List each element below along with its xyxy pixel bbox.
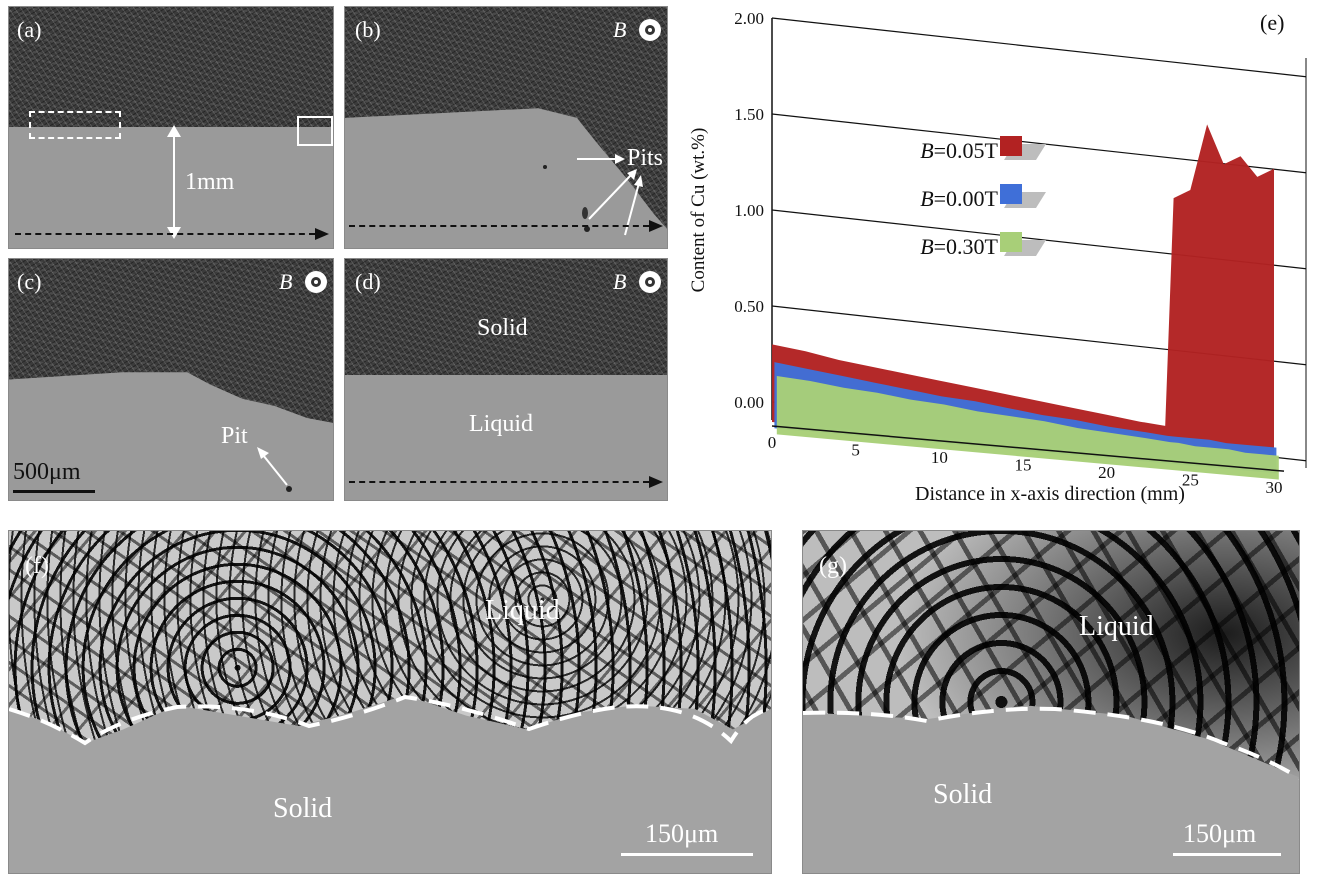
- field-label: B: [613, 269, 627, 294]
- x-tick-label: 10: [931, 448, 948, 467]
- scan-arrow-icon: [315, 228, 329, 240]
- x-axis: [771, 425, 1285, 472]
- y-tick-label: 2.00: [734, 9, 764, 28]
- x-tick-label: 5: [851, 441, 860, 460]
- scan-line: [349, 481, 649, 483]
- y-tick-label: 0.00: [734, 393, 764, 412]
- scan-line: [15, 233, 315, 235]
- series-area-2: [776, 376, 1279, 480]
- solid-label: Solid: [933, 779, 993, 810]
- scale-bar-label: 500μm: [13, 459, 81, 485]
- legend-swatch-2: [1000, 232, 1022, 252]
- pit-arrow: [257, 447, 292, 492]
- panel-label: (d): [355, 269, 381, 294]
- scan-arrow-icon: [649, 476, 663, 488]
- legend-label-0: B=0.05T: [920, 138, 998, 163]
- legend-label-1: B=0.00T: [920, 186, 998, 211]
- liquid-region: [345, 375, 667, 500]
- cu-content-chart: 0.00 0.50 1.00 1.50 2.00 0 5 10 15 20 25 30 Content …: [688, 9, 1307, 505]
- field-label: B: [613, 17, 627, 42]
- scale-bar-label: 150μm: [645, 819, 719, 848]
- series-area-0: [772, 124, 1274, 468]
- field-label: B: [279, 269, 293, 294]
- dimension-label: 1mm: [185, 169, 235, 195]
- solid-label: Solid: [273, 793, 333, 824]
- panel-label: (g): [819, 553, 847, 579]
- scale-bar-label: 150μm: [1183, 819, 1257, 848]
- x-tick-label: 20: [1098, 463, 1115, 482]
- x-axis-label: Distance in x-axis direction (mm): [915, 483, 1185, 505]
- panel-label: (c): [17, 269, 42, 294]
- panel-label: (e): [1260, 10, 1284, 35]
- scale-bar: [621, 853, 753, 856]
- pit-arrows: [543, 154, 643, 236]
- scan-line: [349, 225, 649, 227]
- legend-swatch-0: [1000, 136, 1022, 156]
- field-out-of-plane-icon: [305, 271, 327, 293]
- scale-bar: [13, 490, 95, 493]
- panel-d: (d) B Solid Liquid: [344, 258, 668, 501]
- dashed-selection-box: [29, 111, 121, 139]
- scale-bar: [1173, 853, 1281, 856]
- panel-label: (f): [25, 553, 49, 579]
- liquid-label: Liquid: [469, 411, 533, 437]
- x-tick-label: 30: [1266, 478, 1283, 497]
- y-tick-label: 1.50: [734, 105, 764, 124]
- panel-c: (c) B Pit 500μm: [8, 258, 334, 501]
- panel-label: (a): [17, 17, 42, 42]
- liquid-label: Liquid: [485, 595, 560, 626]
- panel-a: (a) 1mm: [8, 6, 334, 249]
- legend-label-2: B=0.30T: [920, 234, 998, 259]
- panel-label: (b): [355, 17, 381, 42]
- panel-b: (b) B Pits: [344, 6, 668, 249]
- scan-arrow-icon: [649, 220, 663, 232]
- pit-label: Pit: [221, 423, 248, 449]
- grid-line: [771, 17, 1307, 78]
- x-tick-label: 25: [1182, 471, 1199, 490]
- y-tick-label: 0.50: [734, 297, 764, 316]
- pits-label: Pits: [627, 145, 664, 171]
- y-tick-label: 1.00: [734, 201, 764, 220]
- solid-selection-box: [297, 116, 333, 146]
- interface-dashed-line: [803, 706, 1299, 781]
- y-axis-label: Content of Cu (wt.%): [688, 128, 709, 293]
- panel-f: (f) Liquid Solid 150μm: [8, 530, 772, 874]
- solid-region: [9, 695, 771, 873]
- field-out-of-plane-icon: [639, 19, 661, 41]
- liquid-label: Liquid: [1079, 611, 1154, 642]
- solid-label: Solid: [477, 315, 528, 341]
- field-out-of-plane-icon: [639, 271, 661, 293]
- interface-dashed-line: [9, 694, 771, 746]
- panel-g: (g) Liquid Solid 150μm: [802, 530, 1300, 874]
- x-tick-label: 0: [768, 433, 777, 452]
- legend-swatch-1: [1000, 184, 1022, 204]
- x-tick-label: 15: [1015, 456, 1032, 475]
